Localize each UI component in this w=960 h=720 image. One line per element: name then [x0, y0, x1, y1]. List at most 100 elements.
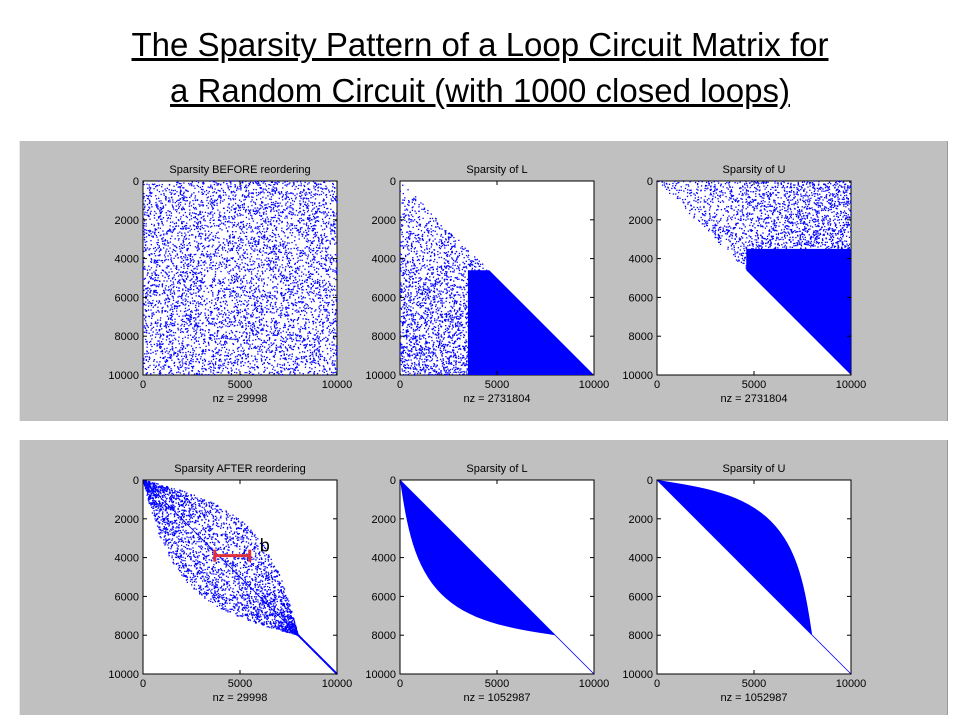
nonzero-marker	[144, 200, 146, 202]
nonzero-marker	[164, 301, 167, 304]
nonzero-marker	[312, 284, 314, 286]
nonzero-marker	[147, 309, 150, 311]
nonzero-marker	[314, 221, 317, 223]
nonzero-marker	[161, 283, 163, 286]
nonzero-marker	[243, 206, 245, 209]
nonzero-marker	[299, 228, 302, 230]
nonzero-marker	[306, 312, 308, 314]
nonzero-marker	[320, 255, 322, 257]
nonzero-marker	[183, 355, 186, 357]
nonzero-marker	[315, 309, 317, 311]
nonzero-marker	[302, 297, 304, 299]
nonzero-marker	[185, 369, 187, 371]
nonzero-marker	[223, 288, 225, 290]
nonzero-marker	[169, 366, 171, 368]
nonzero-marker	[266, 245, 269, 248]
nonzero-marker	[276, 372, 279, 374]
nonzero-marker	[170, 330, 172, 332]
nonzero-marker	[244, 185, 247, 187]
nonzero-marker	[181, 359, 183, 361]
nonzero-marker	[288, 288, 291, 291]
nonzero-marker	[146, 332, 148, 334]
nonzero-marker	[215, 199, 218, 202]
nonzero-marker	[323, 337, 325, 340]
nonzero-marker	[148, 332, 150, 334]
nonzero-marker	[273, 245, 275, 247]
nonzero-marker	[254, 267, 256, 270]
nonzero-marker	[190, 284, 193, 286]
nonzero-marker	[288, 368, 291, 371]
nonzero-marker	[158, 311, 160, 313]
nonzero-marker	[332, 301, 335, 303]
nonzero-marker	[193, 350, 196, 352]
nonzero-marker	[251, 236, 253, 239]
nonzero-marker	[148, 231, 151, 233]
nonzero-marker	[227, 352, 229, 354]
nonzero-marker	[204, 341, 206, 343]
nonzero-marker	[289, 182, 291, 184]
nonzero-marker	[271, 318, 273, 320]
nonzero-marker	[155, 261, 158, 263]
nonzero-marker	[183, 227, 185, 229]
nonzero-marker	[239, 205, 241, 207]
nonzero-marker	[292, 360, 294, 363]
nonzero-marker	[255, 347, 257, 349]
nonzero-marker	[290, 202, 292, 204]
nonzero-marker	[209, 267, 211, 269]
nonzero-marker	[329, 180, 331, 182]
nonzero-marker	[186, 216, 188, 219]
nonzero-marker	[198, 262, 200, 264]
nonzero-marker	[329, 242, 331, 244]
nonzero-marker	[300, 295, 303, 297]
nonzero-marker	[268, 239, 270, 242]
nonzero-marker	[209, 211, 212, 214]
nonzero-marker	[181, 330, 183, 333]
nonzero-marker	[287, 206, 289, 208]
nonzero-marker	[279, 219, 281, 222]
nonzero-marker	[227, 363, 229, 366]
nonzero-marker	[221, 347, 223, 349]
nonzero-marker	[183, 284, 185, 286]
nonzero-marker	[181, 302, 183, 304]
nonzero-marker	[246, 312, 248, 314]
nonzero-marker	[197, 263, 199, 265]
nonzero-marker	[224, 360, 226, 362]
nonzero-marker	[325, 294, 328, 296]
nonzero-marker	[237, 265, 239, 267]
nonzero-marker	[190, 357, 192, 360]
nonzero-marker	[257, 181, 259, 183]
nonzero-marker	[272, 245, 274, 248]
nonzero-marker	[196, 241, 198, 243]
nonzero-marker	[335, 312, 337, 314]
nonzero-marker	[160, 302, 162, 305]
nonzero-marker	[157, 274, 160, 277]
nonzero-marker	[224, 337, 227, 339]
nonzero-marker	[172, 278, 174, 280]
nonzero-marker	[207, 342, 210, 345]
nonzero-marker	[256, 276, 258, 278]
nonzero-marker	[322, 243, 324, 245]
nonzero-marker	[212, 244, 214, 246]
nonzero-marker	[260, 295, 262, 297]
nonzero-marker	[174, 209, 177, 211]
nonzero-marker	[312, 261, 315, 264]
nonzero-marker	[312, 285, 314, 288]
nonzero-marker	[193, 240, 196, 242]
nonzero-marker	[168, 300, 170, 303]
nonzero-marker	[307, 293, 309, 295]
nonzero-marker	[187, 247, 189, 250]
nonzero-marker	[218, 290, 220, 293]
nonzero-marker	[317, 337, 319, 339]
nonzero-marker	[171, 271, 173, 273]
nonzero-marker	[303, 212, 306, 214]
nonzero-marker	[246, 342, 248, 345]
nonzero-marker	[309, 244, 312, 247]
nonzero-marker	[329, 240, 331, 242]
nonzero-marker	[167, 230, 169, 232]
nonzero-marker	[224, 288, 226, 291]
nonzero-marker	[172, 248, 175, 251]
nonzero-marker	[330, 229, 332, 231]
nonzero-marker	[232, 290, 234, 293]
nonzero-marker	[208, 190, 210, 193]
nonzero-marker	[286, 255, 288, 258]
